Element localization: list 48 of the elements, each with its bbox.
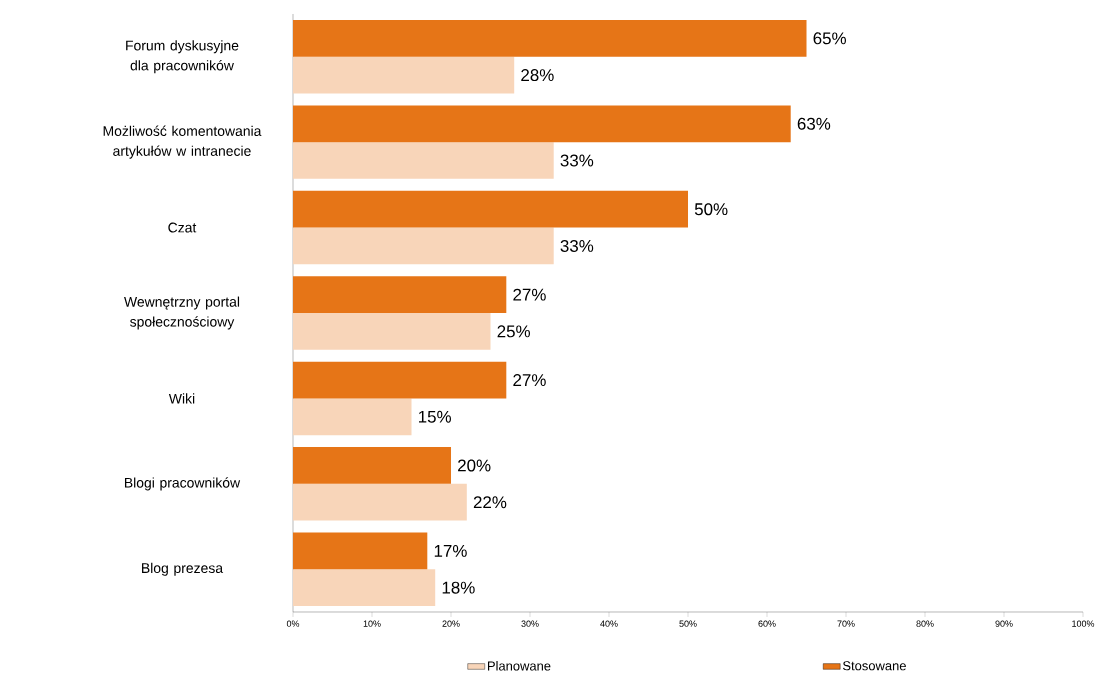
bar bbox=[293, 227, 554, 265]
data-label: 33% bbox=[560, 239, 594, 252]
y-tick-label: Wiki bbox=[168, 393, 195, 404]
data-label: 33% bbox=[560, 154, 594, 167]
bar bbox=[293, 142, 554, 179]
y-tick-label: Czat bbox=[168, 222, 197, 233]
x-tick-label: 40% bbox=[600, 620, 618, 627]
x-tick-label: 100% bbox=[1072, 620, 1095, 627]
bar bbox=[293, 312, 491, 350]
bar bbox=[293, 398, 412, 436]
x-tick-label: 50% bbox=[679, 620, 697, 627]
x-tick-label: 0% bbox=[286, 620, 300, 627]
data-label: 18% bbox=[442, 581, 475, 594]
data-label: 50% bbox=[694, 203, 728, 216]
bar bbox=[293, 19, 807, 57]
data-label: 15% bbox=[419, 410, 451, 423]
x-tick-label: 70% bbox=[837, 620, 855, 627]
data-label: 27% bbox=[513, 288, 546, 301]
bar bbox=[293, 447, 452, 484]
data-label: 20% bbox=[458, 459, 491, 472]
bar bbox=[293, 276, 507, 313]
x-tick-label: 90% bbox=[995, 620, 1013, 627]
data-label: 65% bbox=[813, 32, 846, 45]
y-tick-label: Wewnętrzny portal społecznościowy bbox=[124, 296, 240, 330]
data-label: 17% bbox=[434, 544, 467, 557]
bar bbox=[293, 361, 507, 399]
x-tick-label: 10% bbox=[363, 620, 381, 627]
data-label: 63% bbox=[797, 117, 831, 130]
bar bbox=[293, 190, 689, 228]
bar bbox=[293, 483, 467, 521]
x-tick-label: 80% bbox=[916, 620, 934, 627]
y-tick-label: Blogi pracowników bbox=[124, 477, 241, 491]
x-tick-label: 60% bbox=[758, 620, 776, 627]
bar bbox=[293, 56, 515, 94]
legend-label: Stosowane bbox=[843, 661, 906, 671]
y-tick-label: Możliwość komentowania artykułów w intranecie bbox=[103, 125, 262, 159]
bar bbox=[293, 105, 791, 143]
x-tick-label: 30% bbox=[521, 620, 539, 627]
y-tick-label: Forum dyskusyjne dla pracowników bbox=[126, 40, 239, 74]
data-label: 25% bbox=[497, 325, 530, 338]
data-label: 22% bbox=[473, 496, 507, 509]
data-label: 28% bbox=[521, 69, 554, 82]
bar bbox=[293, 532, 428, 570]
legend-label: Planowane bbox=[487, 661, 551, 671]
data-label: 27% bbox=[513, 374, 546, 387]
y-tick-label: Blog prezesa bbox=[142, 562, 224, 576]
x-tick-label: 20% bbox=[442, 620, 460, 627]
bar bbox=[293, 569, 436, 607]
